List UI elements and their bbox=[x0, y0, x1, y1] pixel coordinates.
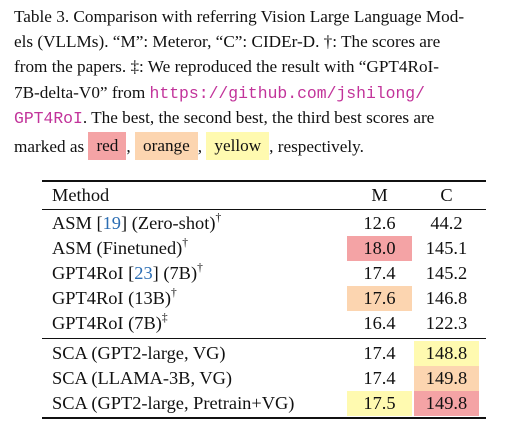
meteor-score: 12.6 bbox=[363, 213, 396, 233]
method-cell: GPT4RoI (13B)† bbox=[52, 286, 177, 311]
table-row: SCA (LLAMA-3B, VG) 17.4 149.8 bbox=[42, 366, 486, 391]
table-caption: Table 3. Comparison with referring Visio… bbox=[14, 4, 514, 160]
orange-swatch: orange bbox=[135, 131, 198, 160]
cider-score: 122.3 bbox=[425, 313, 468, 333]
method-cell: ASM [19] (Zero-shot)† bbox=[52, 211, 221, 236]
header-c: C bbox=[440, 185, 453, 205]
red-swatch: red bbox=[88, 131, 127, 160]
source-mark: † bbox=[197, 261, 203, 274]
header-m: M bbox=[371, 185, 388, 205]
caption-text: marked as bbox=[14, 136, 89, 156]
meteor-score: 17.5 bbox=[347, 391, 412, 416]
method-name: ASM (Finetuned) bbox=[52, 238, 183, 258]
caption-text: , respectively. bbox=[269, 136, 364, 156]
meteor-score: 16.4 bbox=[363, 313, 396, 333]
caption-line-4: 7B-delta-V0” from https://github.com/jsh… bbox=[14, 80, 514, 105]
meteor-score: 17.4 bbox=[363, 343, 396, 363]
yellow-swatch: yellow bbox=[206, 131, 270, 160]
source-mark: ‡ bbox=[161, 311, 168, 324]
table-row: SCA (GPT2-large, Pretrain+VG) 17.5 149.8 bbox=[42, 391, 486, 416]
cider-score: 149.8 bbox=[414, 366, 479, 391]
method-cell: SCA (GPT2-large, VG) bbox=[52, 341, 226, 366]
method-cell: SCA (LLAMA-3B, VG) bbox=[52, 366, 232, 391]
method-name: SCA (GPT2-large, VG) bbox=[52, 343, 226, 363]
citation-link[interactable]: 23 bbox=[134, 263, 153, 283]
table-row: SCA (GPT2-large, VG) 17.4 148.8 bbox=[42, 341, 486, 366]
header-rule bbox=[42, 209, 486, 210]
method-name: SCA (GPT2-large, Pretrain+VG) bbox=[52, 393, 295, 413]
meteor-score: 17.4 bbox=[363, 368, 396, 388]
cider-score: 44.2 bbox=[430, 213, 463, 233]
cider-score: 146.8 bbox=[425, 288, 468, 308]
citation-link[interactable]: 19 bbox=[102, 213, 121, 233]
header-method: Method bbox=[52, 185, 110, 205]
caption-line-6: marked as red, orange, yellow, respectiv… bbox=[14, 131, 514, 160]
meteor-score: 17.4 bbox=[363, 263, 396, 283]
method-cell: SCA (GPT2-large, Pretrain+VG) bbox=[52, 391, 294, 416]
method-name: GPT4RoI (13B) bbox=[52, 288, 172, 308]
method-name: ASM [ bbox=[52, 213, 103, 233]
table-row: ASM [19] (Zero-shot)† 12.6 44.2 bbox=[42, 211, 486, 236]
cider-score: 145.1 bbox=[425, 238, 468, 258]
cider-score: 149.8 bbox=[414, 391, 479, 416]
table-row: GPT4RoI [23] (7B)† 17.4 145.2 bbox=[42, 261, 486, 286]
source-mark: † bbox=[182, 236, 189, 249]
caption-line-2: els (VLLMs). “M”: Meteror, “C”: CIDEr-D.… bbox=[14, 32, 441, 52]
source-mark: † bbox=[171, 286, 177, 299]
separator: , bbox=[197, 136, 203, 156]
top-rule bbox=[42, 180, 486, 182]
method-name-suffix: ] (7B) bbox=[152, 263, 198, 283]
caption-text: . The best, the second best, the third b… bbox=[82, 107, 435, 127]
method-cell: GPT4RoI [23] (7B)† bbox=[52, 261, 203, 286]
group-separator-rule bbox=[42, 338, 486, 339]
caption-line-5: GPT4RoI. The best, the second best, the … bbox=[14, 105, 514, 130]
method-name: SCA (LLAMA-3B, VG) bbox=[52, 368, 232, 388]
caption-text: 7B-delta-V0” from bbox=[14, 82, 150, 102]
method-name-suffix: ] (Zero-shot) bbox=[120, 213, 216, 233]
method-name: GPT4RoI [ bbox=[52, 263, 135, 283]
cider-score: 145.2 bbox=[425, 263, 468, 283]
separator: , bbox=[126, 136, 131, 156]
table-row: GPT4RoI (7B)‡ 16.4 122.3 bbox=[42, 311, 486, 336]
method-cell: GPT4RoI (7B)‡ bbox=[52, 311, 168, 336]
github-link[interactable]: https://github.com/jshilong/ bbox=[149, 83, 425, 103]
meteor-score: 17.6 bbox=[347, 286, 412, 311]
caption-line-3: from the papers. ‡: We reproduced the re… bbox=[14, 57, 440, 77]
table-row: ASM (Finetuned)† 18.0 145.1 bbox=[42, 236, 486, 261]
bottom-rule bbox=[42, 417, 486, 419]
meteor-score: 18.0 bbox=[347, 236, 412, 261]
table-row: GPT4RoI (13B)† 17.6 146.8 bbox=[42, 286, 486, 311]
table-header-row: Method M C bbox=[42, 183, 486, 208]
method-name: GPT4RoI (7B) bbox=[52, 313, 162, 333]
method-cell: ASM (Finetuned)† bbox=[52, 236, 188, 261]
cider-score: 148.8 bbox=[414, 341, 479, 366]
caption-line-1: Table 3. Comparison with referring Visio… bbox=[14, 7, 465, 26]
github-link-cont[interactable]: GPT4RoI bbox=[14, 108, 83, 128]
source-mark: † bbox=[215, 211, 222, 224]
